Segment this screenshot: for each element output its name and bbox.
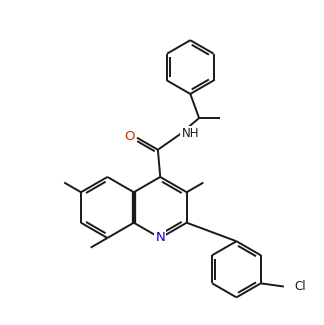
Text: Cl: Cl bbox=[294, 280, 306, 293]
Text: NH: NH bbox=[181, 127, 199, 140]
Text: N: N bbox=[156, 231, 165, 244]
Text: O: O bbox=[125, 130, 135, 143]
